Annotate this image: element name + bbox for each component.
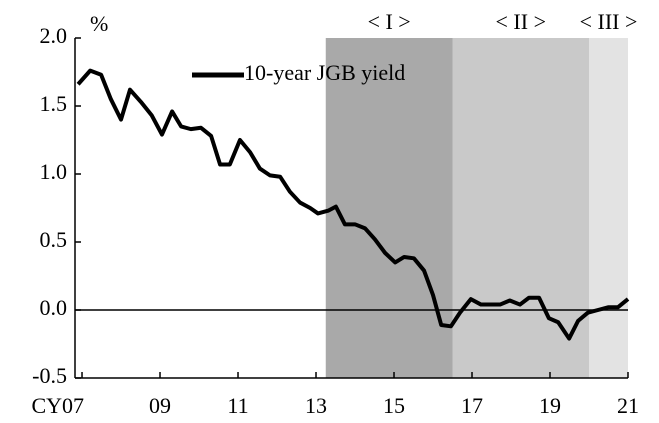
x-tick-label: 15 — [383, 393, 405, 418]
shaded-region — [589, 38, 628, 378]
x-tick-label: 21 — [617, 393, 639, 418]
x-tick-label: 13 — [305, 393, 327, 418]
y-tick-label: -0.5 — [32, 363, 67, 388]
region-label: < III > — [580, 9, 638, 34]
y-tick-label: 0.0 — [40, 295, 68, 320]
region-label: < II > — [496, 9, 546, 34]
y-tick-label: 0.5 — [40, 227, 68, 252]
shaded-region — [325, 38, 453, 378]
x-tick-label: CY07 — [31, 393, 84, 418]
x-tick-label: 11 — [227, 393, 248, 418]
y-tick-label: 1.5 — [40, 91, 68, 116]
region-label: < I > — [368, 9, 411, 34]
y-tick-label: 2.0 — [40, 23, 68, 48]
y-unit: % — [90, 11, 108, 36]
shaded-region — [452, 38, 590, 378]
x-tick-label: 09 — [149, 393, 171, 418]
x-tick-label: 17 — [461, 393, 483, 418]
legend-label: 10-year JGB yield — [244, 60, 405, 85]
x-tick-label: 19 — [539, 393, 561, 418]
data-line — [76, 68, 630, 341]
y-tick-label: 1.0 — [40, 159, 68, 184]
